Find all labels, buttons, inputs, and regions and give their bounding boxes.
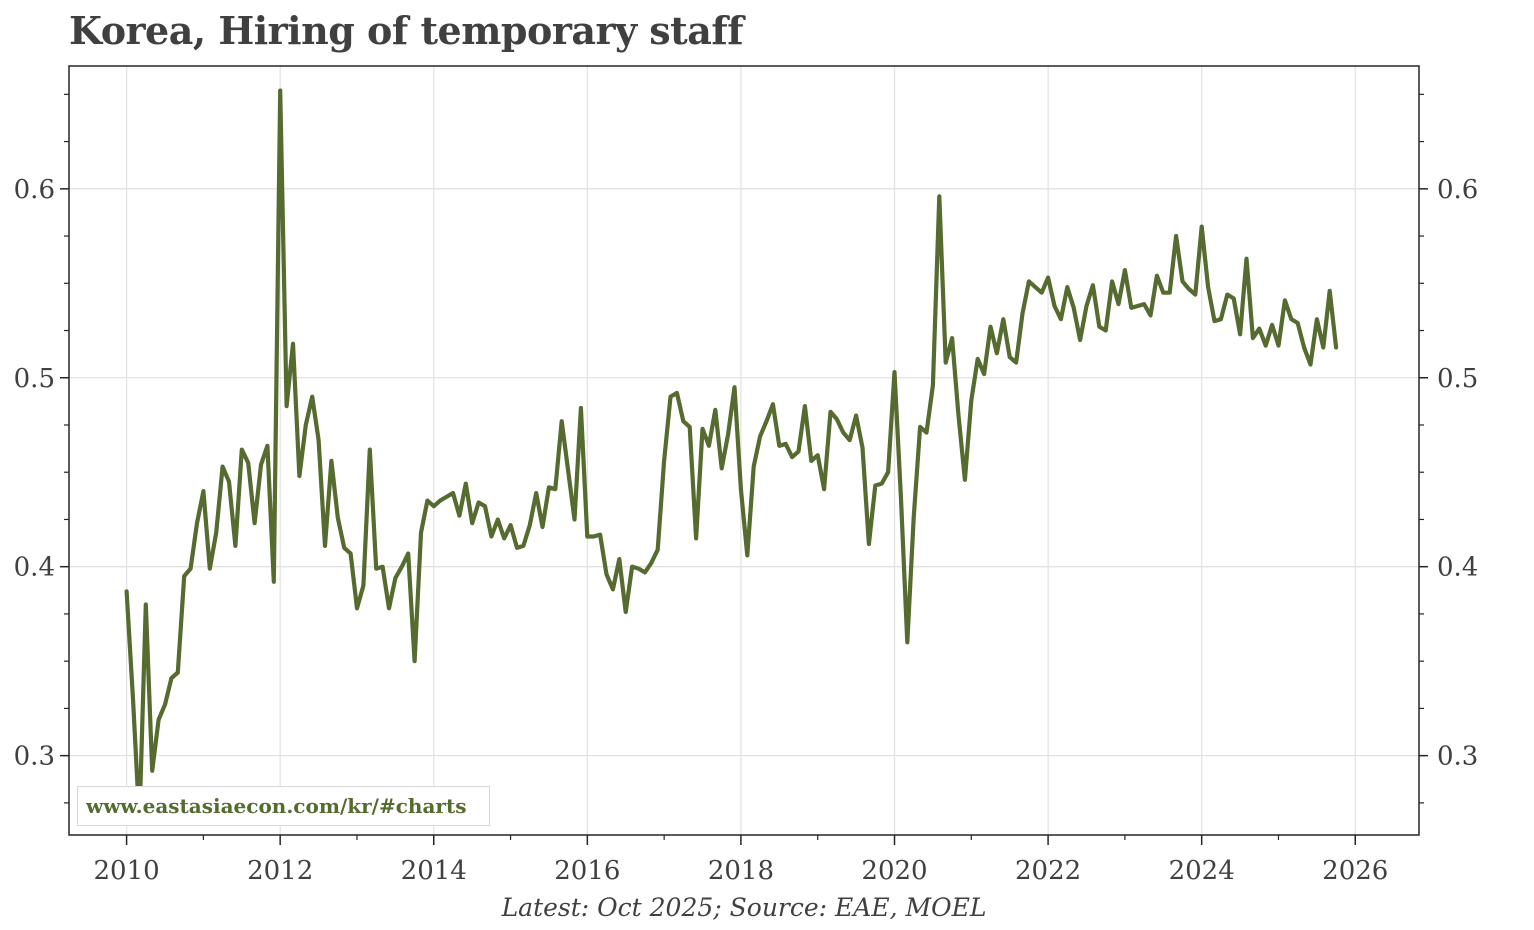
x-tick-label: 2020 bbox=[861, 856, 927, 886]
y-tick-label-right: 0.6 bbox=[1437, 175, 1478, 205]
watermark: www.eastasiaecon.com/kr/#charts bbox=[77, 786, 490, 826]
series-line bbox=[124, 88, 1339, 824]
x-tick-label: 2026 bbox=[1322, 856, 1388, 886]
plot-area-frame bbox=[68, 65, 1420, 836]
y-tick-label-left: 0.4 bbox=[14, 553, 55, 583]
grid-lines bbox=[69, 66, 1419, 835]
x-tick-label: 2012 bbox=[247, 856, 313, 886]
x-tick-label: 2010 bbox=[94, 856, 160, 886]
y-tick-label-left: 0.3 bbox=[14, 742, 55, 772]
x-tick-label: 2022 bbox=[1015, 856, 1081, 886]
source-note: Latest: Oct 2025; Source: EAE, MOEL bbox=[501, 893, 987, 922]
x-tick-label: 2018 bbox=[708, 856, 774, 886]
x-tick-label: 2016 bbox=[554, 856, 620, 886]
y-tick-label-right: 0.3 bbox=[1437, 742, 1478, 772]
y-tick-label-right: 0.5 bbox=[1437, 364, 1478, 394]
axis-tick-labels: 2010 2012 2014 2016 2018 2020 2022 2024 2026 0.3 0… bbox=[14, 175, 1479, 886]
axis-ticks bbox=[60, 93, 1428, 845]
y-tick-label-right: 0.4 bbox=[1437, 553, 1478, 583]
y-tick-label-left: 0.5 bbox=[14, 364, 55, 394]
x-tick-label: 2024 bbox=[1169, 856, 1235, 886]
y-tick-label-left: 0.6 bbox=[14, 175, 55, 205]
chart-title: Korea, Hiring of temporary staff bbox=[69, 8, 744, 53]
x-tick-label: 2014 bbox=[401, 856, 467, 886]
